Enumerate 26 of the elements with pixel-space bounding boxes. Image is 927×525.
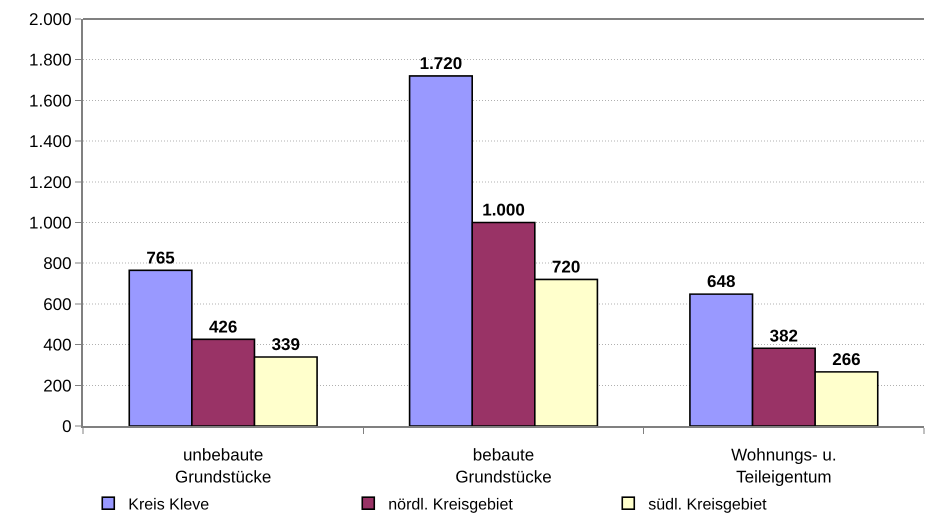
data-label: 720 <box>552 257 580 276</box>
data-label: 382 <box>770 326 798 346</box>
y-tick-label: 1.200 <box>29 172 72 192</box>
y-tick-label: 1.800 <box>29 50 72 70</box>
data-label: 648 <box>707 272 736 292</box>
legend-label: südl. Kreisgebiet <box>648 496 768 514</box>
x-tick-label: unbebaute Grundstücke <box>174 445 272 486</box>
data-label: 266 <box>832 350 861 369</box>
data-label: 765 <box>146 248 175 268</box>
x-tick-label: Wohnungs- u. Teileigentum <box>731 445 837 486</box>
y-tick-label: 800 <box>43 254 72 274</box>
legend-label: Kreis Kleve <box>128 496 210 514</box>
data-label: 1.000 <box>482 200 525 220</box>
y-tick-label: 400 <box>43 336 72 355</box>
y-tick-label: 200 <box>43 376 72 396</box>
y-tick-label: 1.400 <box>29 132 72 152</box>
legend-label: nördl. Kreisgebiet <box>388 496 514 514</box>
x-tick-label: bebaute Grundstücke <box>455 445 552 486</box>
y-tick-label: 0 <box>62 416 72 436</box>
y-tick-label: 1.000 <box>29 213 72 232</box>
y-tick-label: 2.000 <box>29 10 72 29</box>
data-label: 339 <box>272 335 300 354</box>
y-tick-label: 1.600 <box>29 91 72 110</box>
data-label: 1.720 <box>420 54 462 73</box>
data-label: 426 <box>208 317 238 336</box>
y-tick-label: 600 <box>43 294 72 314</box>
